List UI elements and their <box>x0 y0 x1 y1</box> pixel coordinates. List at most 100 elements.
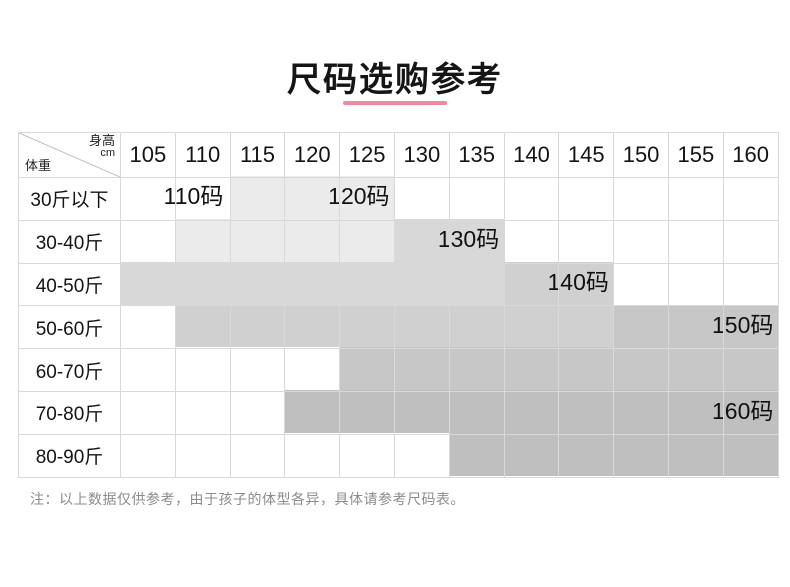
cell-r3-c12 <box>722 262 779 307</box>
cell-r5-c2 <box>174 348 231 392</box>
row-header-5: 60-70斤 <box>18 348 121 392</box>
cell-r7-c4 <box>284 433 341 478</box>
cell-r7-c11 <box>667 433 724 478</box>
row-header-7: 80-90斤 <box>18 433 121 478</box>
cell-r2-c8 <box>503 219 560 264</box>
table-row: 40-50斤 <box>18 262 779 307</box>
cell-r5-c11 <box>667 348 724 392</box>
cell-r4-c2 <box>174 305 231 350</box>
cell-r2-c11 <box>667 219 724 264</box>
cell-r4-c8 <box>503 305 560 350</box>
cell-r6-c8 <box>503 390 560 435</box>
cell-r6-c1 <box>120 390 176 435</box>
cell-r6-c5 <box>339 390 395 435</box>
cell-r7-c12 <box>722 433 779 478</box>
cell-r4-c1 <box>120 305 176 350</box>
size-table-body: 30斤以下 30-40斤 40-50斤 50-60斤 60-70斤 70-80斤 80-90… <box>18 177 779 478</box>
cell-r5-c3 <box>229 348 286 392</box>
corner-height-unit: cm <box>100 147 115 159</box>
table-row: 60-70斤 <box>18 348 779 392</box>
cell-r2-c9 <box>558 219 615 264</box>
cell-r5-c7 <box>448 348 505 392</box>
cell-r6-c12 <box>722 390 779 435</box>
cell-r7-c5 <box>339 433 395 478</box>
cell-r6-c11 <box>667 390 724 435</box>
cell-r2-c3 <box>229 219 286 264</box>
cell-r2-c6 <box>393 219 450 264</box>
corner-weight-label: 体重 <box>25 158 52 173</box>
cell-r4-c10 <box>613 305 669 350</box>
cell-r3-c8 <box>503 262 560 307</box>
column-header-105: 105 <box>120 132 176 178</box>
cell-r4-c9 <box>558 305 615 350</box>
cell-r5-c6 <box>393 348 450 392</box>
cell-r5-c10 <box>613 348 669 392</box>
cell-r7-c6 <box>393 433 450 478</box>
cell-r5-c9 <box>558 348 615 392</box>
cell-r7-c7 <box>448 433 505 478</box>
column-header-110: 110 <box>174 132 231 178</box>
cell-r4-c7 <box>448 305 505 350</box>
column-header-115: 115 <box>229 132 286 178</box>
cell-r1-c6 <box>393 177 450 221</box>
cell-r4-c5 <box>339 305 395 350</box>
cell-r4-c12 <box>722 305 779 350</box>
cell-r1-c2 <box>174 177 231 221</box>
cell-r6-c9 <box>558 390 615 435</box>
cell-r7-c2 <box>174 433 231 478</box>
cell-r3-c10 <box>613 262 669 307</box>
cell-r7-c1 <box>120 433 176 478</box>
size-table-head: 身高 cm 体重 105 110 115 120 125 130 135 140 145 150 1… <box>18 132 779 178</box>
table-row: 70-80斤 <box>18 390 779 435</box>
column-header-120: 120 <box>284 132 341 178</box>
column-header-155: 155 <box>667 132 724 178</box>
header-row: 身高 cm 体重 105 110 115 120 125 130 135 140 145 150 1… <box>18 132 779 178</box>
cell-r4-c11 <box>667 305 724 350</box>
cell-r1-c10 <box>613 177 669 221</box>
column-header-130: 130 <box>393 132 450 178</box>
corner-height-label: 身高 cm <box>89 134 115 159</box>
cell-r5-c1 <box>120 348 176 392</box>
cell-r6-c6 <box>393 390 450 435</box>
column-header-160: 160 <box>722 132 779 178</box>
cell-r5-c8 <box>503 348 560 392</box>
table-row: 30-40斤 <box>18 219 779 264</box>
table-row: 80-90斤 <box>18 433 779 478</box>
cell-r1-c3 <box>229 177 286 221</box>
cell-r5-c12 <box>722 348 779 392</box>
cell-r6-c2 <box>174 390 231 435</box>
cell-r2-c4 <box>284 219 341 264</box>
cell-r1-c12 <box>722 177 779 221</box>
cell-r1-c4 <box>284 177 341 221</box>
cell-r3-c6 <box>393 262 450 307</box>
row-header-4: 50-60斤 <box>18 305 121 350</box>
column-header-145: 145 <box>558 132 615 178</box>
cell-r5-c5 <box>339 348 395 392</box>
footnote-text: 注：以上数据仅供参考，由于孩子的体型各异，具体请参考尺码表。 <box>30 491 465 507</box>
table-row: 30斤以下 <box>18 177 779 221</box>
title-underline-accent <box>343 101 447 105</box>
column-header-125: 125 <box>339 132 395 178</box>
row-header-1: 30斤以下 <box>18 177 121 221</box>
cell-r2-c1 <box>120 219 176 264</box>
row-header-2: 30-40斤 <box>18 219 121 264</box>
cell-r2-c5 <box>339 219 395 264</box>
cell-r7-c8 <box>503 433 560 478</box>
cell-r7-c3 <box>229 433 286 478</box>
cell-r3-c2 <box>174 262 231 307</box>
cell-r4-c3 <box>229 305 286 350</box>
cell-r3-c5 <box>339 262 395 307</box>
column-header-135: 135 <box>448 132 505 178</box>
cell-r5-c4 <box>284 348 341 392</box>
corner-height-text: 身高 <box>88 133 115 148</box>
column-header-150: 150 <box>613 132 669 178</box>
page-title: 尺码选购参考 <box>287 58 503 105</box>
size-table: 身高 cm 体重 105 110 115 120 125 130 135 140 145 150 1… <box>18 132 779 478</box>
cell-r6-c10 <box>613 390 669 435</box>
cell-r4-c4 <box>284 305 341 350</box>
cell-r3-c3 <box>229 262 286 307</box>
cell-r6-c4 <box>284 390 341 435</box>
cell-r7-c10 <box>613 433 669 478</box>
size-table-wrap: 110码 120码 130码 140码 150码 160码 身高 cm 体重 <box>18 132 779 478</box>
